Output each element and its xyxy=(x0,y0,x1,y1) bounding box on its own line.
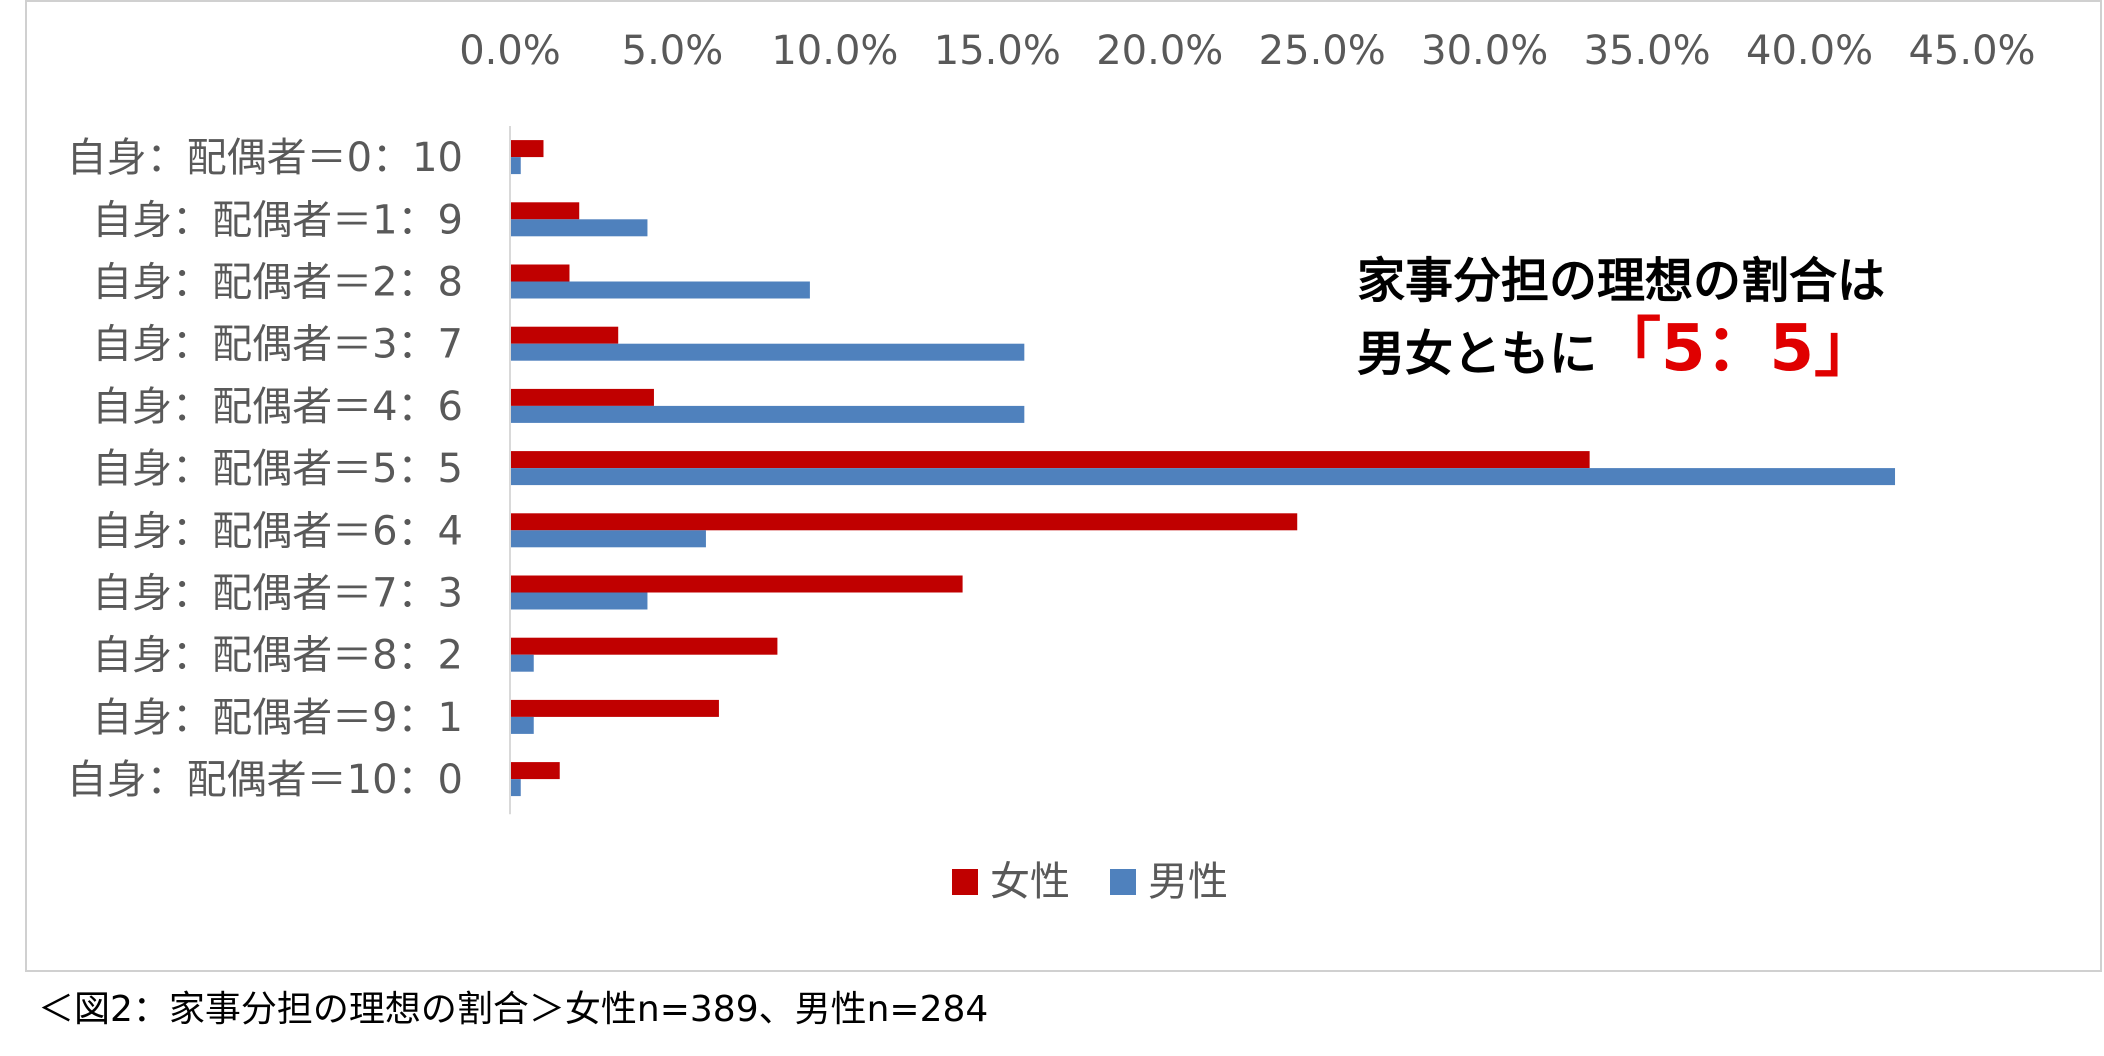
bar-chart: 0.0% 5.0% 10.0% 15.0% 20.0% 25.0% 30.0% 35.0% 40… xyxy=(67,28,2036,905)
bar-female xyxy=(511,388,654,406)
bar-female xyxy=(511,762,560,780)
legend-swatch xyxy=(952,869,978,895)
bar-male xyxy=(511,468,1896,486)
bar-male xyxy=(511,530,706,548)
category-label: 自身：配偶者＝6：4 xyxy=(92,508,463,554)
x-tick-label: 45.0% xyxy=(1908,28,2035,74)
x-tick-label: 30.0% xyxy=(1421,28,1548,74)
bar-female xyxy=(511,451,1590,469)
bar-female xyxy=(511,699,719,717)
bar-male xyxy=(511,219,648,237)
x-tick-label: 15.0% xyxy=(934,28,1061,74)
annotation-line-2-prefix: 男女ともに xyxy=(1357,326,1598,382)
annotation-line-1: 家事分担の理想の割合は xyxy=(1357,253,1886,309)
bar-female xyxy=(511,264,570,282)
bar-male xyxy=(511,716,534,734)
annotation-highlight: 「5：5」 xyxy=(1597,312,1879,386)
legend-label: 女性 xyxy=(990,859,1070,905)
legend-label: 男性 xyxy=(1148,859,1228,905)
category-label: 自身：配偶者＝2：8 xyxy=(92,260,463,306)
x-tick-label: 0.0% xyxy=(459,28,561,74)
category-label: 自身：配偶者＝5：5 xyxy=(92,446,463,492)
bar-male xyxy=(511,343,1025,361)
chart-annotation: 家事分担の理想の割合は 男女ともに「5：5」 xyxy=(1357,247,1885,388)
bar-female xyxy=(511,513,1298,531)
category-label: 自身：配偶者＝9：1 xyxy=(92,695,463,741)
legend-swatch xyxy=(1110,869,1136,895)
x-tick-label: 25.0% xyxy=(1259,28,1386,74)
bar-female xyxy=(511,575,963,593)
category-label: 自身：配偶者＝10：0 xyxy=(67,757,463,803)
bar-male xyxy=(511,405,1025,423)
x-tick-label: 5.0% xyxy=(622,28,724,74)
bar-female xyxy=(511,326,619,344)
category-label: 自身：配偶者＝8：2 xyxy=(92,633,463,679)
bar-male xyxy=(511,654,534,672)
category-label: 自身：配偶者＝4：6 xyxy=(92,384,463,430)
bar-female xyxy=(511,202,580,220)
bar-male xyxy=(511,281,810,299)
x-tick-label: 40.0% xyxy=(1746,28,1873,74)
bar-male xyxy=(511,157,521,175)
chart-frame: 0.0% 5.0% 10.0% 15.0% 20.0% 25.0% 30.0% 35.0% 40… xyxy=(25,0,2102,972)
figure-caption: ＜図2：家事分担の理想の割合＞女性n=389、男性n=284 xyxy=(38,989,989,1030)
x-tick-label: 20.0% xyxy=(1096,28,1223,74)
bar-female xyxy=(511,637,778,655)
category-label: 自身：配偶者＝0：10 xyxy=(67,135,463,181)
x-tick-label: 35.0% xyxy=(1584,28,1711,74)
x-tick-label: 10.0% xyxy=(771,28,898,74)
category-label: 自身：配偶者＝1：9 xyxy=(92,197,463,243)
category-label: 自身：配偶者＝7：3 xyxy=(92,571,463,617)
bar-male xyxy=(511,779,521,797)
bar-male xyxy=(511,592,648,610)
annotation-line-2: 男女ともに「5：5」 xyxy=(1357,315,1885,388)
bar-female xyxy=(511,140,544,158)
category-label: 自身：配偶者＝3：7 xyxy=(92,322,463,368)
